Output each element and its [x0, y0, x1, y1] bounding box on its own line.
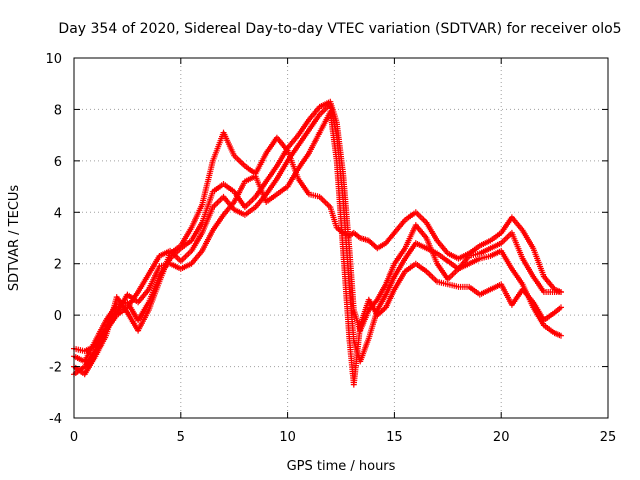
x-tick-label: 10: [279, 430, 296, 445]
grid-lines: [74, 58, 608, 418]
x-tick-label: 15: [386, 430, 403, 445]
y-axis-label: SDTVAR / TECUs: [7, 185, 22, 292]
data-points: [71, 98, 564, 388]
x-tick-label: 5: [177, 430, 185, 445]
y-tick-label: -4: [49, 412, 62, 427]
plot-frame: [73, 57, 609, 419]
x-axis-label: GPS time / hours: [287, 459, 396, 474]
x-tick-label: 20: [493, 430, 510, 445]
y-tick-label: 8: [54, 103, 62, 118]
y-tick-label: 2: [54, 258, 62, 273]
y-tick-label: -2: [49, 361, 62, 376]
x-tick-label: 0: [70, 430, 78, 445]
y-tick-label: 4: [54, 206, 62, 221]
y-tick-label: 10: [45, 52, 62, 67]
y-tick-label: 6: [54, 155, 62, 170]
y-tick-label: 0: [54, 309, 62, 324]
x-tick-label: 25: [600, 430, 617, 445]
axis-ticks: 0 5 10 15 20 25 -4 -2 0 2 4 6 8 10: [45, 52, 616, 445]
chart-title: Day 354 of 2020, Sidereal Day-to-day VTE…: [58, 21, 621, 37]
